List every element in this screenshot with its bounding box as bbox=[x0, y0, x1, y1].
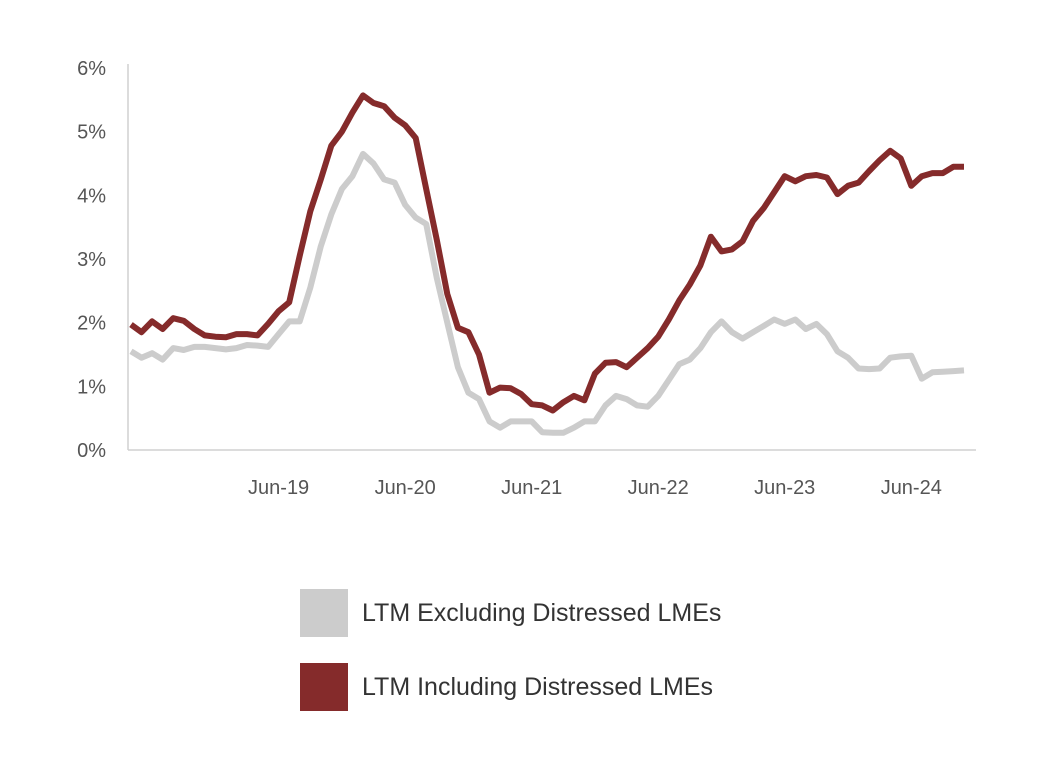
series-lines bbox=[129, 92, 965, 436]
y-tick-labels: 0% 1% 2% 3% 4% 5% 6% bbox=[77, 58, 106, 462]
y-tick-label: 1% bbox=[77, 376, 106, 398]
y-tick-label: 2% bbox=[77, 313, 106, 335]
x-tick-label: Jun-23 bbox=[754, 477, 815, 499]
legend-label-excluding: LTM Excluding Distressed LMEs bbox=[362, 598, 722, 627]
legend-item-including[interactable]: LTM Including Distressed LMEs bbox=[300, 662, 721, 712]
legend: LTM Excluding Distressed LMEs LTM Includ… bbox=[300, 588, 721, 736]
x-tick-labels: Jun-19 Jun-20 Jun-21 Jun-22 Jun-23 Jun-24 bbox=[248, 477, 942, 499]
legend-label-including: LTM Including Distressed LMEs bbox=[362, 672, 714, 701]
y-tick-label: 4% bbox=[77, 185, 106, 207]
legend-swatch-excluding bbox=[300, 589, 348, 637]
y-tick-label: 5% bbox=[77, 122, 106, 144]
x-tick-label: Jun-22 bbox=[628, 477, 689, 499]
y-tick-label: 0% bbox=[77, 440, 106, 462]
x-tick-label: Jun-20 bbox=[375, 477, 436, 499]
legend-swatch-including bbox=[300, 663, 348, 711]
x-tick-label: Jun-19 bbox=[248, 477, 309, 499]
y-tick-label: 6% bbox=[77, 58, 106, 80]
series-line-excluding bbox=[129, 150, 965, 436]
legend-item-excluding[interactable]: LTM Excluding Distressed LMEs bbox=[300, 588, 721, 638]
line-chart: 0%1%2%3%4%5%6% Jun-19 Jun-20 Jun-21 Jun-22 J… bbox=[77, 58, 976, 499]
x-tick-label: Jun-21 bbox=[501, 477, 562, 499]
x-tick-label: Jun-24 bbox=[881, 477, 942, 499]
series-line-including bbox=[129, 92, 964, 414]
y-tick-label: 3% bbox=[77, 249, 106, 271]
